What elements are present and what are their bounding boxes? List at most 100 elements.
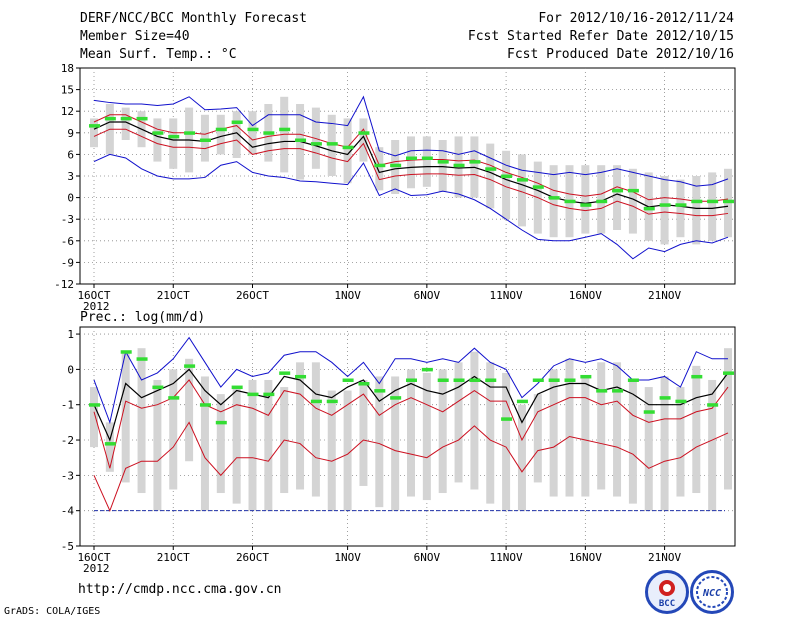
series-mean-line (93, 121, 729, 209)
ensemble-box (359, 118, 368, 162)
obs-marker (707, 199, 719, 204)
obs-marker (199, 403, 211, 407)
ensemble-box (121, 107, 130, 140)
series-lower-spread-line (93, 421, 729, 512)
y-tick-label: -6 (61, 235, 74, 248)
obs-marker (580, 203, 592, 207)
obs-marker (453, 163, 465, 168)
obs-marker (263, 392, 275, 397)
ensemble-box (692, 176, 701, 245)
y-tick-label: 3 (67, 170, 74, 183)
obs-marker (501, 417, 513, 421)
obs-marker (612, 389, 624, 393)
ensemble-box (438, 140, 447, 192)
ensemble-box (613, 362, 622, 497)
obs-marker (310, 399, 322, 404)
obs-marker (89, 124, 100, 128)
grads-credit: GrADS: COLA/IGES (4, 606, 101, 617)
x-tick-label: 6NOV (414, 289, 441, 302)
obs-marker (612, 188, 624, 193)
ensemble-box (232, 387, 241, 504)
y-tick-label: -5 (61, 540, 74, 553)
obs-marker (469, 160, 481, 164)
y-tick-label: 9 (67, 127, 74, 140)
ensemble-box (628, 168, 637, 234)
ensemble-box (375, 376, 384, 508)
ensemble-box (359, 379, 368, 486)
ensemble-box (676, 179, 685, 238)
obs-marker (120, 116, 132, 121)
obs-marker (691, 374, 703, 379)
x-tick-label: 16OCT (77, 551, 110, 564)
obs-marker (231, 120, 243, 124)
ensemble-box (169, 369, 178, 490)
obs-marker (421, 367, 433, 372)
obs-marker (627, 188, 639, 193)
ensemble-box (391, 376, 400, 511)
obs-marker (231, 385, 243, 390)
obs-marker (437, 378, 449, 382)
obs-marker (326, 399, 338, 404)
ensemble-box (597, 362, 606, 490)
y-tick-label: -9 (61, 256, 74, 269)
obs-marker (691, 199, 703, 204)
y-tick-label: 18 (61, 62, 74, 75)
y-tick-label: -12 (54, 278, 74, 291)
ensemble-box (517, 404, 526, 511)
ensemble-box (105, 422, 114, 472)
series-upper-spread-line (93, 379, 729, 469)
obs-marker (342, 378, 354, 382)
x-tick-label: 16NOV (569, 289, 602, 302)
ensemble-box (90, 387, 98, 448)
ensemble-box (169, 118, 178, 169)
x-tick-label: 1NOV (334, 289, 361, 302)
obs-marker (564, 199, 576, 204)
obs-marker (279, 371, 291, 375)
obs-marker (564, 378, 576, 382)
ensemble-box (407, 136, 415, 189)
plot-frame (79, 326, 736, 547)
obs-marker (723, 199, 734, 204)
ncc-logo: NCC (690, 570, 734, 614)
obs-marker (326, 142, 338, 146)
obs-marker (421, 156, 433, 160)
ensemble-box (565, 358, 574, 497)
ensemble-box (486, 143, 495, 209)
obs-marker (358, 131, 370, 135)
ensemble-box (327, 390, 336, 511)
obs-marker (580, 374, 592, 379)
obs-marker (104, 116, 116, 121)
obs-marker (358, 382, 370, 386)
obs-marker (215, 420, 227, 425)
ensemble-box (343, 118, 352, 184)
x-tick-label: 26OCT (236, 289, 269, 302)
obs-marker (168, 134, 180, 139)
y-tick-label: 1 (67, 328, 74, 341)
precip-panel-title: Prec.: log(mm/d) (80, 310, 205, 325)
obs-marker (374, 389, 386, 393)
x-tick-label: 1NOV (334, 551, 361, 564)
ensemble-box (581, 165, 590, 234)
ensemble-box (216, 114, 225, 155)
y-tick-label: 0 (67, 363, 74, 376)
obs-marker (643, 206, 655, 211)
forecast-produced-date: Fcst Produced Date 2012/10/16 (507, 47, 734, 62)
ensemble-box (422, 136, 431, 187)
ensemble-box (248, 379, 257, 511)
obs-marker (659, 396, 671, 400)
y-tick-label: -3 (61, 213, 74, 226)
obs-marker (659, 203, 671, 207)
source-url[interactable]: http://cmdp.ncc.cma.gov.cn (78, 582, 282, 597)
ensemble-box (438, 369, 447, 494)
obs-marker (310, 142, 322, 146)
ensemble-box (454, 362, 463, 483)
obs-marker (199, 138, 211, 142)
ensemble-box (200, 114, 209, 162)
series-max-line (93, 95, 729, 187)
obs-marker (168, 396, 180, 400)
ensemble-box (264, 379, 273, 511)
obs-marker (596, 199, 608, 204)
ensemble-box (628, 379, 637, 504)
ensemble-box (343, 390, 352, 511)
